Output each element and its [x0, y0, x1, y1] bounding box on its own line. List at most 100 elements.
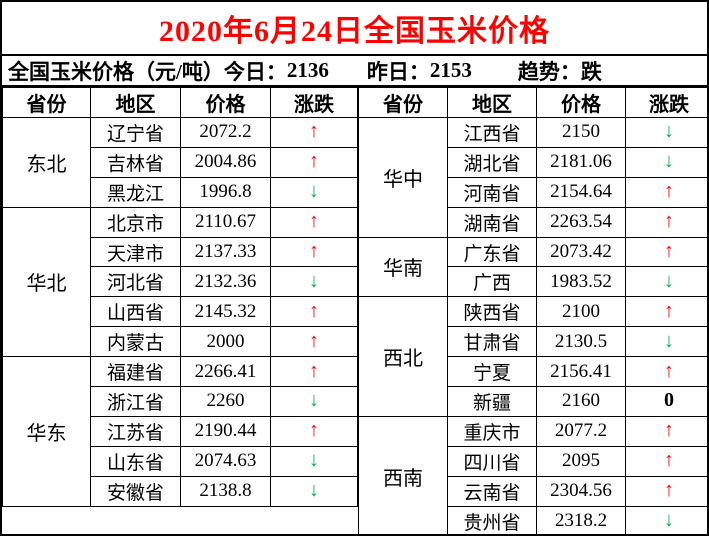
- table-row: 安徽省 2138.8 ↓: [3, 475, 358, 507]
- trend-cell: ↑: [625, 206, 707, 238]
- trend-cell: ↓: [625, 146, 707, 178]
- area-cell: 新疆: [447, 386, 537, 417]
- price-cell: 2260: [180, 386, 271, 417]
- header-row: 省份 地区 价格 涨跌: [2, 87, 358, 118]
- table-row: 湖南省 2263.54 ↑: [359, 206, 707, 238]
- table-row: 云南省 2304.56 ↑: [359, 475, 707, 507]
- down-arrow-icon: ↓: [664, 509, 674, 532]
- column-header-1: 地区: [447, 87, 537, 118]
- up-arrow-icon: ↑: [309, 150, 319, 173]
- price-cell: 2100: [536, 296, 626, 328]
- column-header-2: 价格: [180, 87, 271, 118]
- area-cell: 安徽省: [90, 475, 181, 507]
- area-cell: 河北省: [90, 266, 181, 298]
- table-row: 四川省 2095 ↑: [359, 445, 707, 477]
- trend-cell: ↓: [270, 445, 358, 477]
- price-cell: 2150: [536, 117, 626, 148]
- table-row: 天津市 2137.33 ↑: [3, 236, 358, 268]
- trend-cell: ↓: [625, 266, 707, 298]
- region-cell: 华南: [358, 236, 448, 298]
- price-cell: 2138.8: [180, 475, 271, 507]
- area-cell: 广东省: [447, 236, 537, 268]
- table-row: 西南 重庆市 2077.2 ↑: [358, 415, 707, 534]
- table-row: 广西 1983.52 ↓: [359, 266, 707, 298]
- column-header-0: 省份: [358, 87, 448, 118]
- price-cell: 2318.2: [536, 505, 626, 534]
- region-cell: 华北: [2, 206, 91, 358]
- area-cell: 河南省: [447, 176, 537, 208]
- area-cell: 江苏省: [90, 415, 181, 447]
- price-table-right: 省份 地区 价格 涨跌 华中 江西省 2150 ↓ 湖北省 2181.06 ↓ 河南省 2154.64 ↑…: [358, 87, 707, 534]
- trend-cell: ↑: [270, 326, 358, 358]
- area-cell: 北京市: [90, 206, 181, 238]
- up-arrow-icon: ↑: [664, 479, 674, 502]
- price-cell: 2072.2: [180, 117, 271, 148]
- trend-cell: ↑: [625, 475, 707, 507]
- area-cell: 山西省: [90, 296, 181, 328]
- up-arrow-icon: ↑: [664, 449, 674, 472]
- trend-cell: ↑: [270, 296, 358, 328]
- table-row: 宁夏 2156.41 ↑: [359, 356, 707, 388]
- price-cell: 2145.32: [180, 296, 271, 328]
- yesterday-value: 2153: [429, 58, 472, 82]
- area-cell: 重庆市: [447, 415, 537, 447]
- summary-prefix: 全国玉米价格（元/吨）: [8, 59, 224, 84]
- up-arrow-icon: ↑: [309, 329, 319, 352]
- empty-cell: [2, 505, 358, 534]
- price-cell: 2077.2: [536, 415, 626, 447]
- trend-cell: ↑: [270, 415, 358, 447]
- empty-row: [2, 505, 358, 534]
- price-table-left: 省份 地区 价格 涨跌 东北 辽宁省 2072.2 ↑ 吉林省 2004.86 ↑ 黑龙江 1996.8…: [2, 87, 358, 534]
- area-cell: 江西省: [447, 117, 537, 148]
- trend-cell: ↑: [625, 296, 707, 328]
- price-cell: 2156.41: [536, 356, 626, 388]
- region-cell: 西南: [358, 415, 448, 534]
- trend-cell: ↑: [625, 445, 707, 477]
- price-cell: 1996.8: [180, 176, 271, 208]
- table-row: 华北 北京市 2110.67 ↑: [2, 206, 358, 358]
- area-cell: 湖北省: [447, 146, 537, 178]
- today-value: 2136: [286, 58, 329, 82]
- area-cell: 宁夏: [447, 356, 537, 388]
- price-cell: 2074.63: [180, 445, 271, 477]
- price-cell: 2132.36: [180, 266, 271, 298]
- trend-cell: ↓: [625, 326, 707, 358]
- down-arrow-icon: ↓: [664, 269, 674, 292]
- area-cell: 贵州省: [447, 505, 537, 534]
- column-header-1: 地区: [90, 87, 181, 118]
- up-arrow-icon: ↑: [309, 210, 319, 233]
- region-cell: 东北: [2, 117, 91, 208]
- table-row: 吉林省 2004.86 ↑: [3, 146, 358, 178]
- price-cell: 2154.64: [536, 176, 626, 208]
- price-cell: 2266.41: [180, 356, 271, 388]
- price-cell: 2160: [536, 386, 626, 417]
- region-cell: 西北: [358, 296, 448, 417]
- trend-cell: ↑: [270, 146, 358, 178]
- price-cell: 2304.56: [536, 475, 626, 507]
- area-cell: 四川省: [447, 445, 537, 477]
- yesterday-label: 昨日：: [366, 59, 430, 84]
- area-cell: 天津市: [90, 236, 181, 268]
- up-arrow-icon: ↑: [664, 180, 674, 203]
- region-cell: 华东: [2, 356, 91, 507]
- price-cell: 2004.86: [180, 146, 271, 178]
- table-row: 东北 辽宁省 2072.2 ↑: [2, 117, 358, 208]
- table-row: 湖北省 2181.06 ↓: [359, 146, 707, 178]
- table-row: 河北省 2132.36 ↓: [3, 266, 358, 298]
- trend-cell: ↓: [270, 386, 358, 417]
- down-arrow-icon: ↓: [664, 329, 674, 352]
- area-cell: 辽宁省: [90, 117, 181, 148]
- trend-cell: ↑: [270, 206, 358, 238]
- area-cell: 湖南省: [447, 206, 537, 238]
- area-cell: 吉林省: [90, 146, 181, 178]
- price-cell: 2073.42: [536, 236, 626, 268]
- trend-cell: ↑: [625, 236, 707, 268]
- up-arrow-icon: ↑: [309, 240, 319, 262]
- down-arrow-icon: ↓: [309, 479, 319, 502]
- up-arrow-icon: ↑: [309, 419, 319, 442]
- area-cell: 广西: [447, 266, 537, 298]
- up-arrow-icon: ↑: [664, 240, 674, 262]
- table-row: 西北 陕西省 2100 ↑: [358, 296, 707, 417]
- trend-cell: ↑: [270, 356, 358, 388]
